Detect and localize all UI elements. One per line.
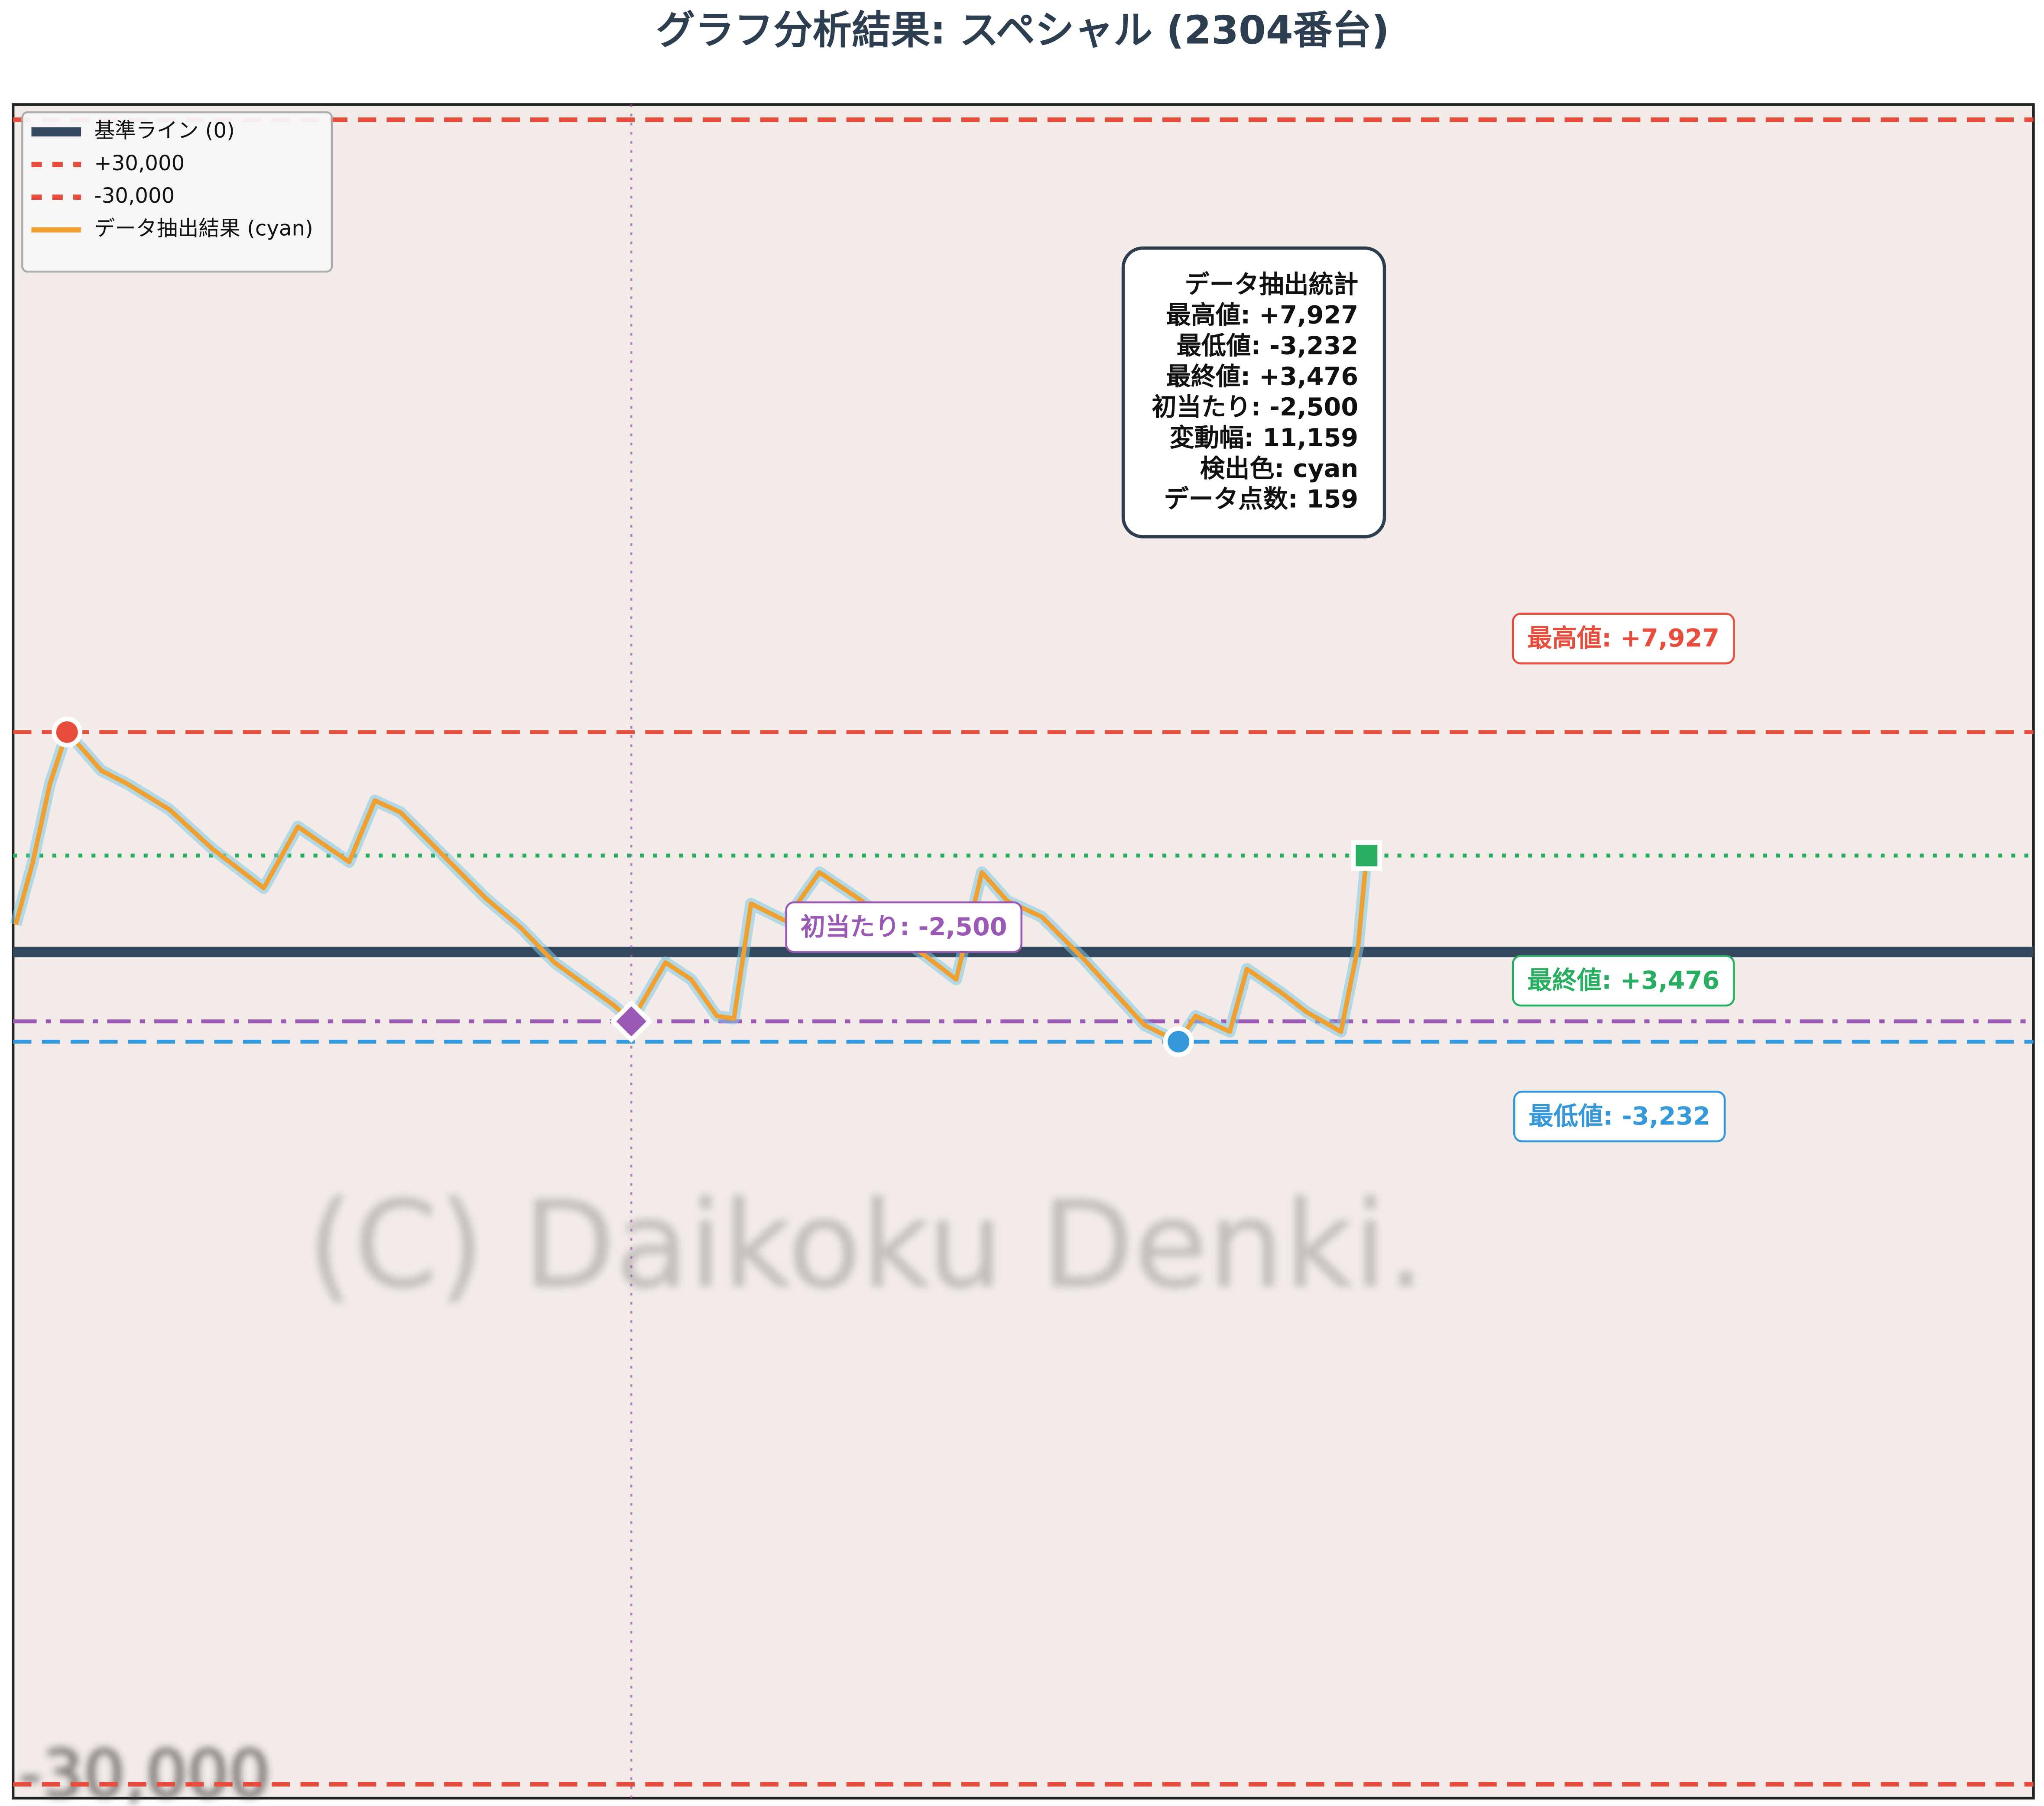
legend-label: +30,000: [94, 151, 185, 175]
annotation-box: [1512, 955, 1735, 1007]
annotation-box: [1512, 613, 1735, 665]
annotation-marker: [1351, 840, 1382, 871]
stats-line: 最低値: -3,232: [1177, 331, 1359, 360]
chart-title: グラフ分析結果: スペシャル (2304番台): [656, 7, 1389, 53]
stats-line: 検出色: cyan: [1200, 454, 1358, 483]
annotation-marker: [52, 717, 83, 748]
annotation-box: [1513, 1090, 1726, 1142]
stats-box: [1121, 246, 1386, 538]
legend-label: 基準ライン (0): [94, 118, 235, 143]
stats-line: 最終値: +3,476: [1166, 362, 1358, 391]
stats-line: 初当たり: -2,500: [1152, 392, 1358, 422]
annotation-label: 初当たり: -2,500: [801, 912, 1007, 941]
annotation-label: 最高値: +7,927: [1527, 624, 1720, 653]
annotation-label: 最終値: +3,476: [1527, 966, 1720, 995]
stats-line: データ抽出統計: [1184, 270, 1358, 299]
background-text: -30,000: [18, 1736, 270, 1806]
annotation-box: [785, 901, 1023, 953]
legend-box: [21, 111, 333, 273]
stats-line: データ点数: 159: [1164, 485, 1359, 514]
series-line: [13, 730, 1369, 1044]
annotation-marker: [610, 1000, 653, 1043]
legend-label: データ抽出結果 (cyan): [94, 217, 313, 241]
annotation-marker: [1163, 1026, 1194, 1057]
stats-line: 変動幅: 11,159: [1170, 423, 1359, 452]
watermark: (C) Daikoku Denki.: [307, 1176, 1425, 1315]
annotation-label: 最低値: -3,232: [1528, 1102, 1710, 1131]
legend-label: -30,000: [94, 184, 175, 208]
stats-line: 最高値: +7,927: [1166, 301, 1358, 330]
